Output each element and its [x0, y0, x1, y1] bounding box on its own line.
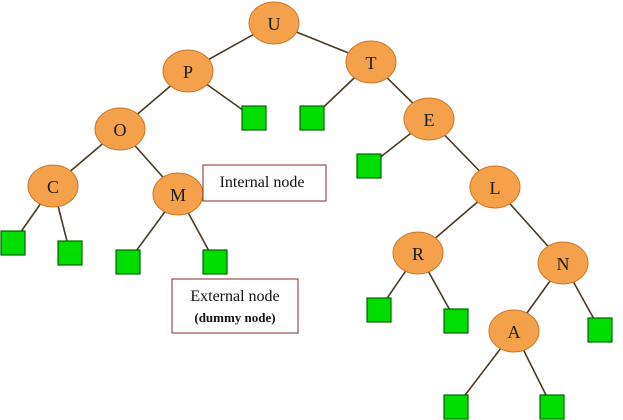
node-label-t: T: [366, 53, 377, 73]
node-label-r: R: [412, 244, 424, 264]
external-node-a-left: [443, 394, 469, 420]
external-node-a-right: [539, 394, 565, 420]
external-node-c-left: [0, 230, 26, 256]
internal-node-o: O: [94, 107, 146, 151]
internal-node-e: E: [403, 97, 455, 141]
node-circle-r: [392, 231, 444, 275]
node-label-u: U: [268, 14, 281, 34]
internal-node-c: C: [27, 164, 79, 208]
internal-node-callout-box: [202, 164, 327, 202]
node-label-n: N: [557, 254, 570, 274]
internal-node-l: L: [469, 165, 521, 209]
external-node-m-right: [202, 249, 228, 275]
external-node-callout-label: External node: [190, 288, 279, 305]
node-label-c: C: [47, 177, 59, 197]
external-node-callout-box: [171, 278, 299, 334]
node-label-o: O: [114, 120, 127, 140]
external-node-e-left: [356, 153, 382, 179]
internal-node-t: T: [345, 40, 397, 84]
internal-node-callout: Internal node: [202, 164, 327, 202]
internal-node-a: A: [488, 309, 540, 353]
internal-nodes: U P T O E C M L R N A: [27, 1, 589, 353]
node-circle-l: [469, 165, 521, 209]
internal-node-u: U: [248, 1, 300, 45]
external-node-c-right: [57, 240, 83, 266]
internal-node-callout-label: Internal node: [220, 174, 305, 191]
external-node-m-left: [115, 249, 141, 275]
node-label-a: A: [508, 322, 521, 342]
external-node-p-right: [241, 105, 267, 131]
node-label-p: P: [183, 62, 193, 82]
node-circle-a: [488, 309, 540, 353]
node-circle-n: [537, 241, 589, 285]
internal-node-n: N: [537, 241, 589, 285]
external-node-t-left: [299, 105, 325, 131]
external-node-n-right: [587, 317, 613, 343]
external-nodes: [0, 105, 613, 420]
node-circle-p: [162, 49, 214, 93]
external-node-callout-sublabel: (dummy node): [194, 310, 275, 325]
internal-node-r: R: [392, 231, 444, 275]
node-label-m: M: [170, 185, 186, 205]
internal-node-m: M: [152, 172, 204, 216]
node-circle-u: [248, 1, 300, 45]
node-circle-t: [345, 40, 397, 84]
node-label-l: L: [490, 178, 501, 198]
internal-node-p: P: [162, 49, 214, 93]
node-circle-c: [27, 164, 79, 208]
external-node-r-right: [443, 308, 469, 334]
external-node-callout: External node (dummy node): [171, 278, 299, 334]
node-label-e: E: [424, 110, 435, 130]
external-node-r-left: [366, 297, 392, 323]
node-circle-e: [403, 97, 455, 141]
node-circle-o: [94, 107, 146, 151]
